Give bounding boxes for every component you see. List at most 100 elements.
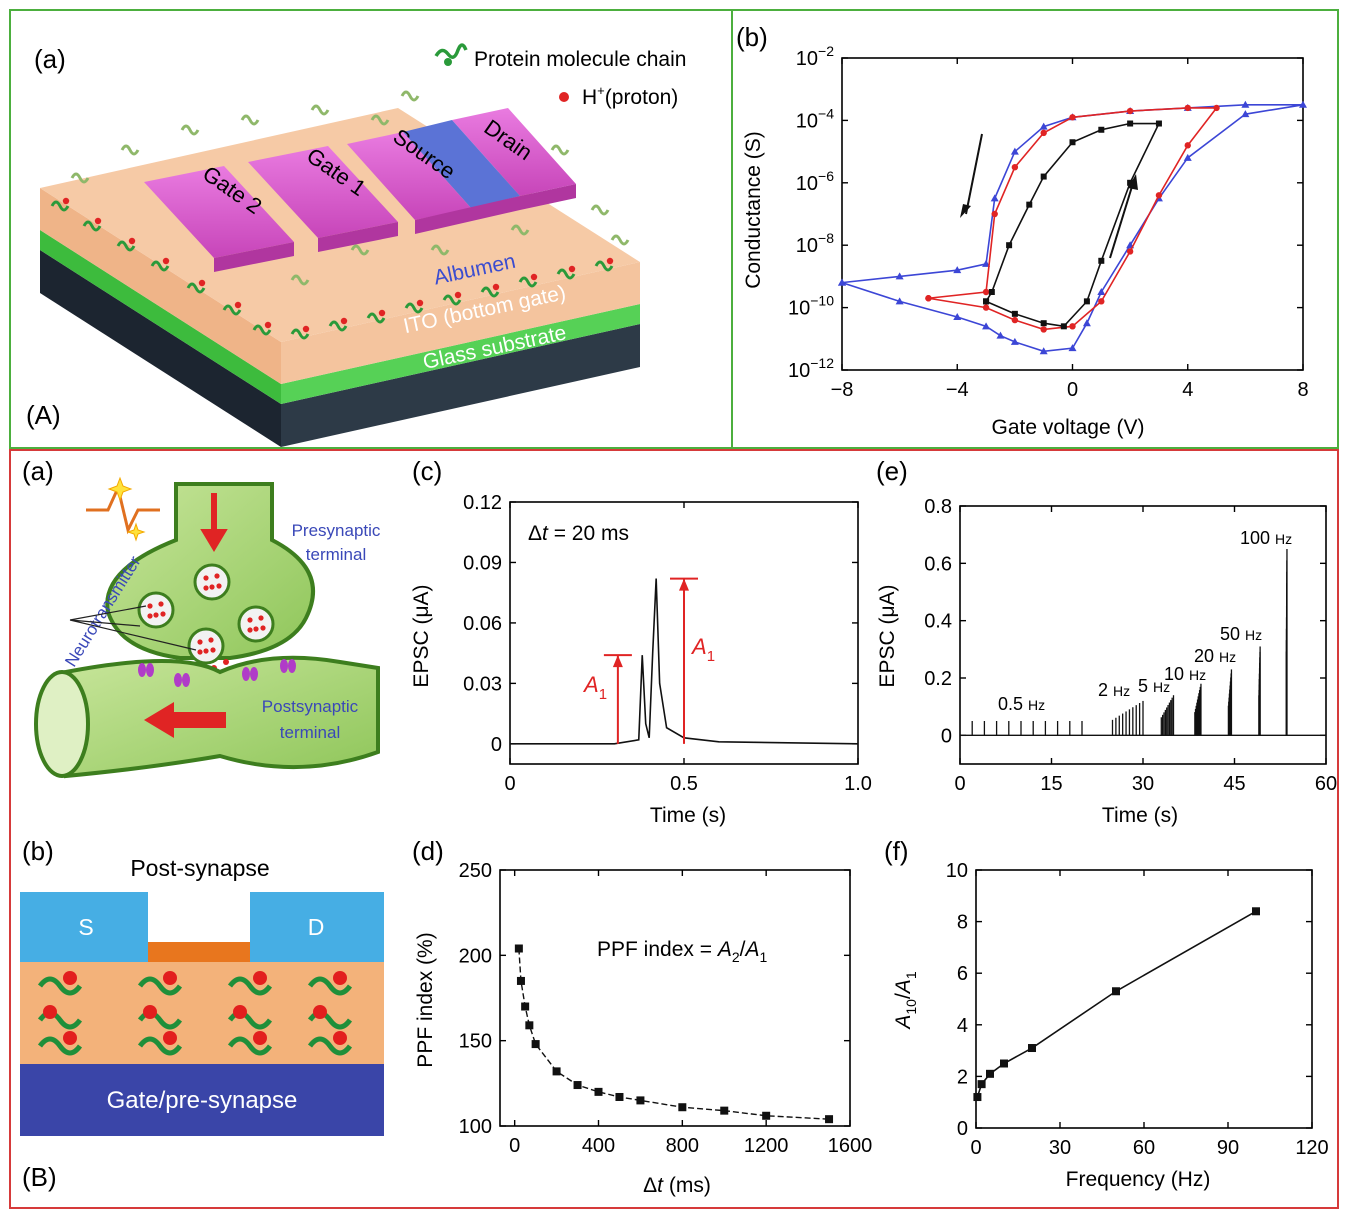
protein-chain <box>120 144 140 156</box>
electrode-source <box>347 120 520 234</box>
chart-B-f-point <box>986 1069 994 1078</box>
chart-B-f-frame <box>975 869 1313 1129</box>
protein-chain <box>310 104 330 116</box>
proton-dot <box>234 301 242 309</box>
protein-chain <box>510 224 530 236</box>
panel-B-d-ppf-chart: (d) 0 400 800 1200 1600 250 200 150 100 PPF inde… <box>412 836 872 1197</box>
chart-B-e-ylabel: EPSC (μA) <box>876 584 899 687</box>
chart-B-f-ytick-label: 2 <box>957 1066 968 1088</box>
vesicle <box>237 605 275 643</box>
drain-label: D <box>308 914 325 940</box>
chart-B-f-axes: 0 30 60 90 120 10 8 6 4 2 0 <box>946 860 1329 1159</box>
chart-A-b-ytick-label: 10−4 <box>796 105 834 132</box>
proton-dot <box>568 265 576 273</box>
chart-B-d-series <box>514 944 834 1124</box>
chart-A-b-xtick-label: 8 <box>1297 379 1308 401</box>
proton-dot <box>492 283 500 291</box>
proton-dot <box>163 1031 177 1045</box>
protein-chain <box>37 1036 83 1056</box>
neurotransmitter-dot <box>208 637 214 643</box>
chart-B-d-xlabel: Δt (ms) <box>643 1174 711 1197</box>
electrode-drain <box>452 108 576 210</box>
postsynaptic-tube-end <box>34 670 90 778</box>
chart-A-b-point <box>1098 257 1105 264</box>
albumen-front-face <box>40 188 281 384</box>
chart-B-f-xtick-label: 90 <box>1217 1137 1239 1159</box>
chart-B-c-a1-label: A1 <box>582 672 607 703</box>
chart-A-b-point <box>996 331 1005 339</box>
receptor <box>280 659 288 673</box>
receptors <box>138 659 296 687</box>
panel-label-B-f: (f) <box>884 836 909 866</box>
panel-label-A-a: (a) <box>34 44 66 74</box>
chart-A-b-point <box>1184 104 1191 112</box>
chart-B-d-point <box>531 1040 540 1049</box>
chart-A-b-point <box>1155 192 1163 199</box>
neurotransmitter-dot <box>209 584 215 590</box>
spark-icon <box>107 476 146 542</box>
protein-chain <box>137 1036 183 1056</box>
protein-chain <box>150 260 170 272</box>
sweep-arrow-down <box>965 133 983 215</box>
neurotransmitter-dot <box>247 617 253 623</box>
protein-chain <box>307 976 353 996</box>
chart-B-c-ytick-label: 0 <box>491 734 502 756</box>
chart-A-b-ytick-label: 10−12 <box>788 355 834 382</box>
proton-dot <box>162 257 170 265</box>
chart-A-b-point <box>895 297 904 305</box>
chart-A-b-point <box>988 289 995 295</box>
chart-A-b-axes: −8 −4 0 4 8 10−2 10−4 10−6 10−8 10−10 10−12 <box>788 43 1309 401</box>
panel-label-B-c: (c) <box>412 456 442 486</box>
chart-A-b-point <box>1097 288 1106 295</box>
chart-A-b-point <box>982 304 990 311</box>
panel-B-c-epsc-chart: (c) 0 0.5 1.0 0.12 0.09 0.06 0.03 0 EPSC (μA) T… <box>410 456 872 827</box>
chart-A-b-ylabel: Conductance (S) <box>742 131 765 289</box>
chart-B-e-freq-label: 2 Hz <box>1098 680 1130 700</box>
chart-B-e-freq-label: 0.5 Hz <box>998 694 1045 714</box>
chart-A-b-point <box>1039 347 1048 355</box>
signal-arrow-left <box>144 702 226 738</box>
chart-A-b-point <box>982 259 991 267</box>
vesicles <box>137 563 275 675</box>
chart-B-c-peak-arrow-1 <box>612 655 623 668</box>
neurotransmitter-dot <box>260 625 266 631</box>
chart-B-f-point <box>1112 987 1120 996</box>
proton-dot <box>264 321 272 329</box>
electrode-gate2 <box>144 166 294 272</box>
gate-layer <box>20 1064 384 1136</box>
neurotransmitter-dot <box>203 648 209 654</box>
protein-chain <box>350 244 370 256</box>
chart-B-c-axes: 0 0.5 1.0 0.12 0.09 0.06 0.03 0 <box>463 492 872 795</box>
sweep-arrow-up <box>1109 179 1135 259</box>
chart-A-b-ytick-label: 10−2 <box>796 43 834 70</box>
proton-dot <box>143 1005 157 1019</box>
protein-chain <box>240 114 260 126</box>
legend-proton-dot <box>559 92 569 102</box>
chart-A-b-point <box>1011 316 1019 324</box>
protein-chain <box>328 320 348 332</box>
chart-A-b-series-1 <box>928 107 1219 331</box>
neurotransmitter-dot <box>197 649 203 655</box>
chart-B-c-peak-arrow-2 <box>679 578 689 591</box>
proton-dot <box>313 1005 327 1019</box>
panel-label-B-d: (d) <box>412 836 444 866</box>
sweep-arrowhead-up <box>1128 174 1138 190</box>
protein-chain <box>137 976 183 996</box>
chart-B-f-ytick-label: 0 <box>957 1118 968 1140</box>
protein-chain <box>290 274 310 286</box>
chart-B-d-point <box>594 1087 603 1096</box>
ito-front-face <box>40 230 281 404</box>
gate-label: Gate/pre-synapse <box>107 1087 298 1114</box>
protein-chain <box>70 172 90 184</box>
chart-A-b-point <box>1040 173 1047 180</box>
chart-A-b-point <box>1069 114 1076 121</box>
chart-B-f-ytick-label: 4 <box>957 1015 968 1037</box>
protein-chain <box>518 276 538 288</box>
neurotransmitter-dot <box>160 611 166 617</box>
chart-A-b-point <box>953 312 962 320</box>
chart-B-d-point <box>825 1115 834 1124</box>
released-neurotransmitter <box>223 659 229 665</box>
ito-side-face <box>281 304 640 404</box>
chart-A-b-point <box>1098 126 1105 133</box>
chart-B-f-xtick-label: 30 <box>1049 1137 1071 1159</box>
